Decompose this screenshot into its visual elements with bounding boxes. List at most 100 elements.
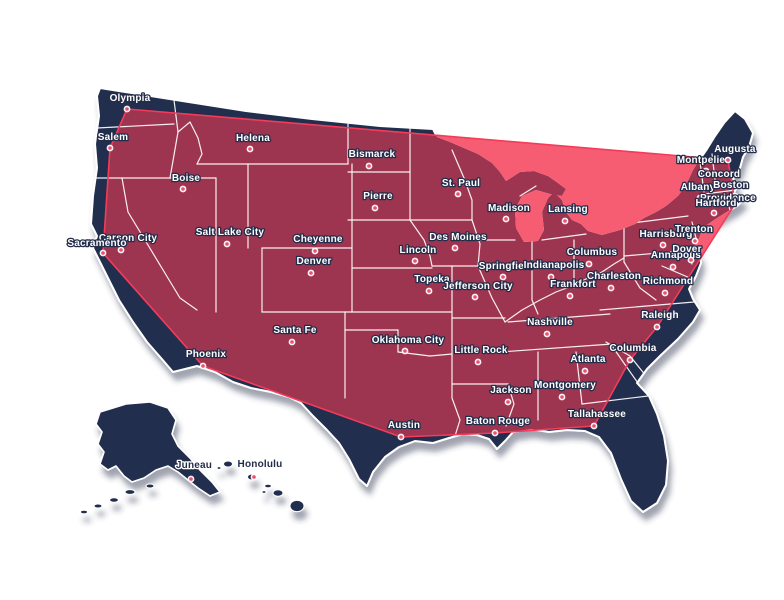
capital-marker[interactable]: Boise <box>171 172 201 193</box>
capital-marker[interactable]: Phoenix <box>185 348 227 370</box>
capital-marker[interactable]: Concord <box>696 168 741 189</box>
capital-dot[interactable] <box>119 248 123 252</box>
capital-dot[interactable] <box>563 219 567 223</box>
capital-dot[interactable] <box>456 192 460 196</box>
capital-marker[interactable]: Tallahassee <box>567 408 627 430</box>
capital-marker[interactable]: Raleigh <box>640 309 680 331</box>
capital-marker[interactable]: Trenton <box>674 223 714 245</box>
capital-dot[interactable] <box>698 196 702 200</box>
capital-dot[interactable] <box>726 158 730 162</box>
capital-marker[interactable]: Boston <box>712 179 750 200</box>
capital-marker[interactable]: Madison <box>487 202 531 223</box>
capital-dot[interactable] <box>125 107 129 111</box>
capital-dot[interactable] <box>473 295 477 299</box>
capital-dot[interactable] <box>661 243 665 247</box>
capital-marker[interactable]: Juneau <box>175 459 213 483</box>
capital-marker[interactable]: Harrisburg <box>638 228 694 249</box>
capital-marker[interactable]: Montpelier <box>675 154 730 175</box>
capital-marker[interactable]: Honolulu <box>236 458 284 481</box>
capital-dot[interactable] <box>248 147 252 151</box>
capital-dot[interactable] <box>403 349 407 353</box>
capital-marker[interactable]: Topeka <box>413 273 451 295</box>
capital-marker[interactable]: Baton Rouge <box>464 415 532 437</box>
capital-marker[interactable]: Des Moines <box>428 231 488 252</box>
capital-dot[interactable] <box>427 289 431 293</box>
capital-dot[interactable] <box>733 202 737 206</box>
capital-marker[interactable]: Cheyenne <box>292 233 344 255</box>
capital-marker[interactable]: Springfield <box>477 260 534 281</box>
capital-marker[interactable]: Albany <box>679 181 717 202</box>
capital-dot[interactable] <box>453 246 457 250</box>
capital-marker[interactable]: Austin <box>387 419 421 441</box>
capital-dot[interactable] <box>413 259 417 263</box>
capital-marker[interactable]: Columbia <box>608 342 658 364</box>
capital-marker[interactable]: Helena <box>235 132 271 153</box>
capital-marker[interactable]: Montgomery <box>533 379 597 401</box>
capital-dot[interactable] <box>290 340 294 344</box>
capital-dot[interactable] <box>592 424 596 428</box>
capital-dot[interactable] <box>628 358 632 362</box>
capital-dot[interactable] <box>506 400 510 404</box>
capital-dot[interactable] <box>671 265 675 269</box>
capital-marker[interactable]: Salt Lake City <box>195 226 266 248</box>
capital-marker[interactable]: Richmond <box>641 275 694 297</box>
capital-dot[interactable] <box>609 286 613 290</box>
capital-dot[interactable] <box>568 294 572 298</box>
capital-dot[interactable] <box>313 249 317 253</box>
capital-dot[interactable] <box>718 183 722 187</box>
capital-dot[interactable] <box>181 187 185 191</box>
capital-marker[interactable]: Lincoln <box>398 244 438 265</box>
capital-dot[interactable] <box>309 271 313 275</box>
capital-dot[interactable] <box>545 332 549 336</box>
capital-marker[interactable]: Oklahoma City <box>370 334 446 355</box>
capital-marker[interactable]: Frankfort <box>549 278 597 300</box>
capital-dot[interactable] <box>663 291 667 295</box>
capital-dot[interactable] <box>101 251 105 255</box>
capital-marker[interactable]: Providence <box>699 192 757 208</box>
capital-dot[interactable] <box>504 217 508 221</box>
capital-marker[interactable]: Columbus <box>565 246 619 268</box>
capital-marker[interactable]: Denver <box>295 255 333 277</box>
capital-dot[interactable] <box>655 325 659 329</box>
capital-marker[interactable]: Pierre <box>362 190 394 212</box>
capital-dot[interactable] <box>689 258 693 262</box>
capital-marker[interactable]: Charleston <box>586 270 642 292</box>
capital-dot[interactable] <box>225 242 229 246</box>
capital-marker[interactable]: Lansing <box>547 203 589 225</box>
capital-dot[interactable] <box>501 275 505 279</box>
capital-marker[interactable]: Carson City <box>98 232 158 254</box>
capital-dot[interactable] <box>493 431 497 435</box>
capital-dot[interactable] <box>712 211 716 215</box>
capital-marker[interactable]: Augusta <box>713 143 757 164</box>
capital-dot[interactable] <box>201 364 205 368</box>
capital-dot[interactable] <box>693 239 697 243</box>
capital-marker[interactable]: Santa Fe <box>272 324 318 346</box>
capital-dot[interactable] <box>367 164 371 168</box>
capital-dot[interactable] <box>560 395 564 399</box>
capital-marker[interactable]: Indianapolis <box>522 259 586 281</box>
capital-dot[interactable] <box>189 477 193 481</box>
capital-dot[interactable] <box>732 194 736 198</box>
capital-marker[interactable]: Little Rock <box>453 344 509 366</box>
capital-marker[interactable]: Salem <box>96 131 129 152</box>
capital-dot[interactable] <box>704 169 708 173</box>
capital-dot[interactable] <box>252 475 256 479</box>
capital-marker[interactable]: Jackson <box>489 384 533 406</box>
capital-dot[interactable] <box>399 435 403 439</box>
capital-dot[interactable] <box>476 360 480 364</box>
capital-marker[interactable]: Bismarck <box>347 148 397 170</box>
capital-dot[interactable] <box>549 275 553 279</box>
capital-dot[interactable] <box>108 146 112 150</box>
capital-dot[interactable] <box>583 369 587 373</box>
capital-marker[interactable]: Jefferson City <box>442 280 514 301</box>
capital-marker[interactable]: Dover <box>671 243 703 264</box>
capital-marker[interactable]: Atlanta <box>569 353 607 375</box>
capital-marker[interactable]: Nashville <box>526 316 574 338</box>
capital-dot[interactable] <box>587 262 591 266</box>
capital-marker[interactable]: Sacramento <box>66 237 128 257</box>
capital-marker[interactable]: St. Paul <box>441 177 481 198</box>
capital-marker[interactable]: Hartford <box>694 197 738 217</box>
capital-marker[interactable]: Olympia <box>108 92 152 113</box>
capital-dot[interactable] <box>373 206 377 210</box>
